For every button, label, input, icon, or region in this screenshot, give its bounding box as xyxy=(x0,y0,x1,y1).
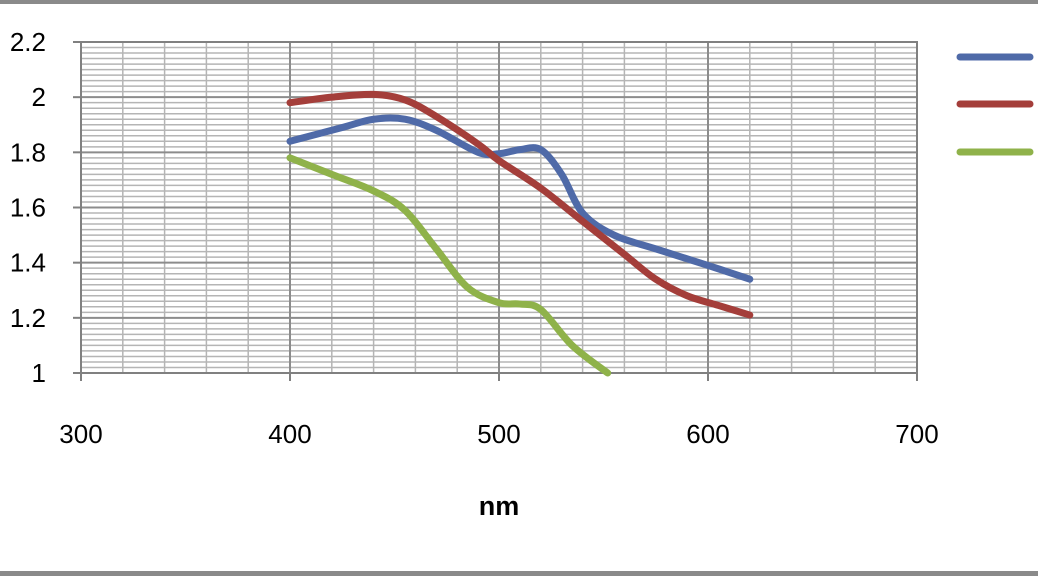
top-border xyxy=(0,0,1038,4)
bottom-border xyxy=(0,571,1038,576)
y-tick-label: 1.6 xyxy=(10,193,46,223)
series-line-3 xyxy=(286,154,612,377)
x-tick-label: 400 xyxy=(268,419,311,449)
y-tick-label: 2 xyxy=(32,82,46,112)
series-line-2 xyxy=(286,90,754,319)
x-tick-label: 600 xyxy=(686,419,729,449)
y-tick-label: 1.4 xyxy=(10,248,46,278)
y-tick-label: 1 xyxy=(32,358,46,388)
x-tick-label: 300 xyxy=(59,419,102,449)
x-tick-label: 500 xyxy=(477,419,520,449)
x-axis-title: nm xyxy=(479,491,520,521)
x-tick-label: 700 xyxy=(895,419,938,449)
series-line-1 xyxy=(286,114,754,283)
y-tick-label: 2.2 xyxy=(10,27,46,57)
y-tick-label: 1.8 xyxy=(10,137,46,167)
y-tick-label: 1.2 xyxy=(10,303,46,333)
